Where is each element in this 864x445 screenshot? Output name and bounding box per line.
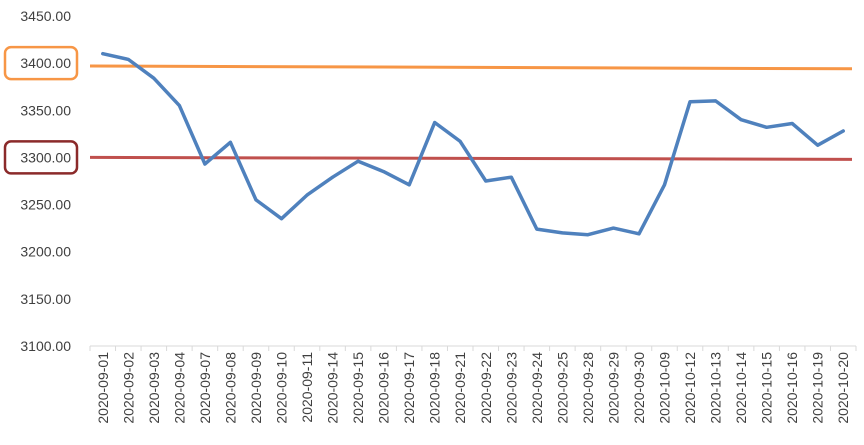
data-point xyxy=(331,175,335,179)
data-point xyxy=(611,226,615,230)
data-point xyxy=(509,175,513,179)
x-tick-label: 2020-09-29 xyxy=(605,352,621,424)
y-tick-label: 3200.00 xyxy=(20,244,71,260)
x-tick-label: 2020-09-16 xyxy=(376,352,392,424)
data-point xyxy=(739,118,743,122)
x-tick-label: 2020-09-25 xyxy=(554,352,570,424)
data-point xyxy=(280,217,283,221)
x-tick-label: 2020-10-14 xyxy=(733,352,749,424)
y-tick-highlight-box xyxy=(3,140,79,175)
x-axis: 2020-09-01 2020-09-02 2020-09-03 2020-09-04… xyxy=(89,345,857,424)
x-tick-label: 2020-09-04 xyxy=(171,352,187,424)
data-point xyxy=(560,231,564,235)
y-tick-label: 3300.00 xyxy=(20,149,71,165)
data-point xyxy=(356,159,360,163)
data-point xyxy=(254,198,258,202)
x-tick-label: 2020-09-24 xyxy=(529,352,545,424)
y-tick-label: 3450.00 xyxy=(20,8,71,24)
x-tick-label: 2020-09-02 xyxy=(120,352,136,424)
x-tick-label: 2020-09-07 xyxy=(197,352,213,424)
x-tick-label: 2020-10-12 xyxy=(682,352,698,424)
data-point xyxy=(841,129,845,133)
data-point xyxy=(663,183,666,187)
x-tick-label: 2020-09-10 xyxy=(274,352,290,424)
data-point xyxy=(816,143,820,147)
x-tick-label: 2020-09-09 xyxy=(248,352,264,424)
x-tick-label: 2020-10-16 xyxy=(784,352,800,424)
reference-line xyxy=(89,64,853,71)
data-point xyxy=(305,193,309,197)
highlight-layer xyxy=(3,45,79,175)
data-point xyxy=(126,57,130,61)
data-point xyxy=(382,170,386,174)
data-point xyxy=(177,104,181,108)
reference-lines xyxy=(89,64,853,161)
x-tick-label: 2020-09-01 xyxy=(95,352,111,424)
x-tick-label: 2020-09-08 xyxy=(222,352,238,424)
data-point xyxy=(101,52,105,56)
y-tick-label: 3400.00 xyxy=(20,55,71,71)
x-tick-label: 2020-09-23 xyxy=(503,352,519,424)
x-tick-label: 2020-09-30 xyxy=(631,352,647,424)
data-point xyxy=(433,121,437,125)
data-point xyxy=(714,99,718,103)
x-tick-label: 2020-09-11 xyxy=(299,352,315,423)
data-point xyxy=(228,140,232,144)
x-tick-label: 2020-10-13 xyxy=(708,352,724,424)
data-point xyxy=(203,162,207,166)
data-point xyxy=(407,183,411,187)
y-tick-label: 3100.00 xyxy=(20,338,71,354)
series-line xyxy=(101,51,845,237)
x-tick-label: 2020-10-19 xyxy=(810,352,826,424)
x-tick-label: 2020-09-28 xyxy=(580,352,596,424)
y-axis: 3450.00 3400.00 3350.00 3300.00 3250.00 3200.… xyxy=(20,8,71,354)
y-tick-label: 3350.00 xyxy=(20,102,71,118)
x-tick-label: 2020-10-20 xyxy=(835,352,851,424)
data-point xyxy=(790,121,794,125)
x-tick-label: 2020-10-09 xyxy=(657,352,673,424)
y-tick-label: 3250.00 xyxy=(20,197,71,213)
x-tick-label: 2020-09-22 xyxy=(478,352,494,424)
data-point xyxy=(535,227,539,231)
x-tick-label: 2020-09-21 xyxy=(452,352,468,424)
y-tick-label: 3150.00 xyxy=(20,291,71,307)
x-tick-label: 2020-09-17 xyxy=(401,352,417,424)
x-tick-label: 2020-09-15 xyxy=(350,352,366,424)
data-point xyxy=(637,232,641,236)
data-point xyxy=(586,233,590,237)
series-layer xyxy=(101,51,845,237)
x-tick-label: 2020-09-18 xyxy=(427,352,443,424)
data-point xyxy=(688,100,692,104)
x-tick-label: 2020-09-03 xyxy=(146,352,162,424)
data-point xyxy=(458,139,462,143)
x-tick-label: 2020-10-15 xyxy=(759,352,775,424)
data-point xyxy=(484,179,488,183)
x-tick-label: 2020-09-14 xyxy=(325,352,341,424)
y-tick-highlight-box xyxy=(3,45,79,81)
data-point xyxy=(765,125,769,129)
data-point xyxy=(152,76,156,80)
